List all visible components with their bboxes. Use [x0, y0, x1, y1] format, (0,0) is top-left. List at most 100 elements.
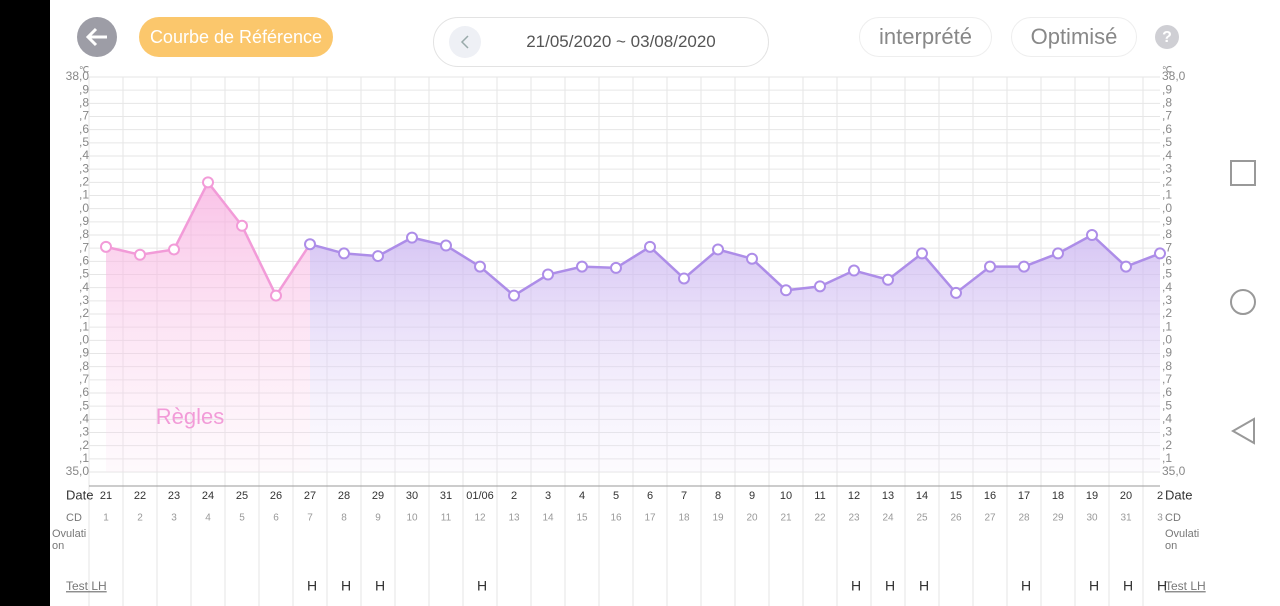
- point: [712, 243, 724, 256]
- y-tick-label: ,1: [1162, 319, 1172, 333]
- y-tick-label: ,8: [79, 227, 89, 241]
- y-tick-label: ,9: [79, 214, 89, 228]
- y-tick-label: ,3: [79, 161, 89, 175]
- tab[interactable]: interprété: [859, 17, 992, 57]
- cd-label: 26: [950, 513, 962, 524]
- point: [100, 240, 112, 253]
- point: [440, 239, 452, 252]
- y-tick-label: ,6: [1162, 122, 1172, 136]
- y-tick-label: ,3: [1162, 425, 1172, 439]
- row-label: Ovulation: [1165, 528, 1200, 552]
- y-tick-label: ,8: [79, 96, 89, 110]
- cd-label: 3: [1157, 513, 1163, 524]
- y-tick-label: ,5: [1162, 398, 1172, 412]
- point: [508, 289, 520, 302]
- y-tick-label: ,5: [79, 267, 89, 281]
- cd-label: 28: [1018, 513, 1030, 524]
- y-tick-label: ,4: [79, 148, 89, 162]
- row-label: Ovulation: [52, 528, 87, 552]
- point: [984, 260, 996, 273]
- point: [202, 176, 214, 189]
- point: [746, 252, 758, 265]
- y-tick-label: ,8: [1162, 359, 1172, 373]
- nav-recent[interactable]: [1230, 160, 1256, 186]
- y-tick-label: ,4: [1162, 412, 1172, 426]
- cd-label: 14: [542, 513, 554, 524]
- cd-label: 27: [984, 513, 996, 524]
- y-tick-label: ,4: [79, 412, 89, 426]
- y-tick-label: 38,0: [66, 69, 90, 83]
- cd-label: 5: [239, 513, 245, 524]
- x-tick-label: 11: [814, 490, 825, 502]
- date-range[interactable]: 21/05/2020 ~ 03/08/2020: [433, 17, 769, 67]
- x-tick-label: 14: [916, 490, 928, 502]
- row-label: Test LH: [66, 579, 107, 593]
- lh-label: H: [477, 578, 487, 594]
- y-tick-label: ,8: [1162, 227, 1172, 241]
- point: [134, 248, 146, 261]
- title-pill[interactable]: Courbe de Référence: [139, 17, 333, 57]
- y-unit: ℃: [79, 64, 89, 74]
- x-tick-label: 27: [304, 490, 316, 502]
- cd-label: 29: [1052, 513, 1064, 524]
- cd-label: 10: [406, 513, 418, 524]
- y-tick-label: ,5: [1162, 267, 1172, 281]
- point: [474, 260, 486, 273]
- y-tick-label: ,3: [79, 425, 89, 439]
- point: [678, 272, 690, 285]
- y-tick-label: ,1: [1162, 188, 1172, 202]
- y-tick-label: ,2: [79, 306, 89, 320]
- point: [542, 268, 554, 281]
- cd-label: 16: [610, 513, 622, 524]
- lh-label: H: [1089, 578, 1099, 594]
- y-tick-label: ,9: [79, 82, 89, 96]
- area: [310, 235, 1160, 472]
- x-tick-label: 21: [100, 490, 112, 502]
- help-button[interactable]: [1155, 25, 1179, 49]
- cd-label: 31: [1120, 513, 1132, 524]
- y-tick-label: ,4: [1162, 148, 1172, 162]
- point: [780, 284, 792, 297]
- lh-label: H: [307, 578, 317, 594]
- x-tick-label: 26: [270, 490, 282, 502]
- tab[interactable]: Optimisé: [1011, 17, 1137, 57]
- cd-label: 23: [848, 513, 860, 524]
- y-tick-label: ,5: [79, 135, 89, 149]
- legend-label: Règles: [156, 404, 224, 429]
- y-tick-label: ,3: [1162, 293, 1172, 307]
- x-tick-label: 23: [168, 490, 180, 502]
- lh-label: H: [1157, 578, 1167, 594]
- point: [576, 260, 588, 273]
- x-tick-label: 4: [579, 490, 585, 502]
- x-tick-label: 17: [1018, 490, 1030, 502]
- x-tick-label: 7: [681, 490, 687, 502]
- y-tick-label: ,9: [1162, 346, 1172, 360]
- x-tick-label: 10: [780, 490, 792, 502]
- x-tick-label: 20: [1120, 490, 1132, 502]
- cd-label: 7: [307, 513, 313, 524]
- x-tick-label: 3: [545, 490, 551, 502]
- point: [270, 289, 282, 302]
- cd-label: 22: [814, 513, 826, 524]
- x-tick-label: 28: [338, 490, 350, 502]
- y-tick-label: ,7: [79, 372, 89, 386]
- row-label: Date: [66, 487, 93, 502]
- lh-label: H: [375, 578, 385, 594]
- x-tick-label: 5: [613, 490, 619, 502]
- point: [1154, 247, 1166, 260]
- x-tick-label: 29: [372, 490, 384, 502]
- help-text: ?: [1162, 29, 1172, 46]
- y-unit: ℃: [1162, 64, 1172, 74]
- point: [916, 247, 928, 260]
- y-tick-label: ,8: [79, 359, 89, 373]
- nav-back[interactable]: [1230, 417, 1255, 445]
- cd-label: 24: [882, 513, 894, 524]
- lh-label: H: [1123, 578, 1133, 594]
- nav-home[interactable]: [1230, 289, 1256, 315]
- y-tick-label: 35,0: [66, 464, 90, 478]
- x-tick-label: 16: [984, 490, 996, 502]
- x-tick-label: 25: [236, 490, 248, 502]
- row-label: CD: [1165, 512, 1181, 524]
